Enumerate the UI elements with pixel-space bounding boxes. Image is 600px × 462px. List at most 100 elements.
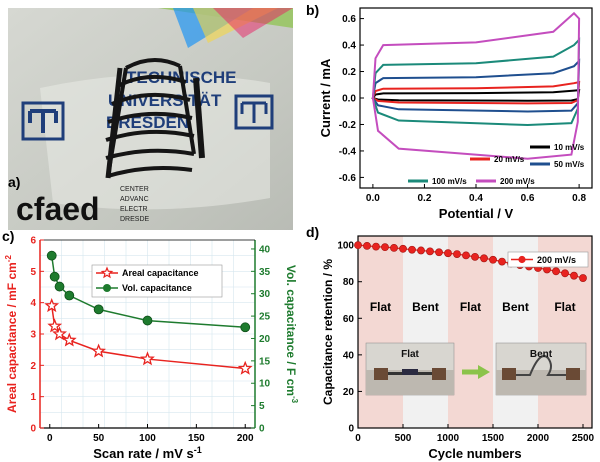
color-fan-logo bbox=[158, 8, 293, 48]
band-label-3: Bent bbox=[502, 300, 529, 314]
data-point-retention bbox=[552, 267, 560, 276]
legend-marker-vol bbox=[103, 284, 111, 292]
data-point-retention bbox=[462, 251, 470, 260]
legend-label-b: 50 mV/s bbox=[554, 160, 585, 169]
cv-loop-200-mV-s bbox=[371, 11, 581, 160]
y-tick-label-d: 0 bbox=[348, 424, 354, 435]
cv-loop-10-mV-s bbox=[371, 88, 581, 102]
data-point-retention bbox=[516, 261, 524, 269]
panel-label-a: a) bbox=[8, 174, 21, 190]
inset-bent-label: Bent bbox=[530, 349, 553, 360]
data-point-retention bbox=[507, 259, 515, 268]
x-tick-label-c: 200 bbox=[237, 433, 254, 444]
data-point-retention bbox=[390, 243, 398, 252]
legend-box-c bbox=[91, 264, 223, 298]
x-tick-label-d: 1500 bbox=[482, 433, 505, 444]
interdigitated-electrodes bbox=[105, 58, 205, 179]
data-point-retention bbox=[480, 254, 488, 263]
y-axis-label-b: Current / mA bbox=[318, 58, 333, 137]
data-point-vol bbox=[93, 304, 104, 315]
data-point-vol bbox=[54, 281, 65, 292]
y-tick-label-b: -0.4 bbox=[339, 146, 357, 157]
x-tick-label-d: 2500 bbox=[572, 433, 595, 444]
y-tick-label-b: 0.0 bbox=[342, 94, 356, 105]
x-tick-label-d: 1000 bbox=[437, 433, 460, 444]
legend-marker-d bbox=[518, 255, 526, 264]
y-tick-label-right-c: 0 bbox=[259, 424, 265, 435]
data-point-retention bbox=[435, 248, 443, 257]
series-line-retention bbox=[357, 244, 584, 279]
data-point-areal bbox=[44, 298, 60, 313]
data-point-retention bbox=[399, 244, 407, 253]
data-point-retention bbox=[354, 241, 362, 250]
data-point-retention bbox=[471, 252, 479, 261]
x-tick-label-c: 0 bbox=[47, 433, 53, 444]
data-point-retention bbox=[489, 255, 497, 264]
data-point-retention bbox=[444, 249, 452, 258]
data-point-vol bbox=[46, 250, 57, 261]
y-axis-label-right-c-sup: -3 bbox=[290, 396, 299, 404]
y-tick-label-b: -0.2 bbox=[339, 120, 357, 131]
y-tick-label-right-c: 5 bbox=[259, 401, 265, 412]
photo-side-text-3: ELECTR bbox=[120, 206, 148, 213]
data-point-retention bbox=[561, 269, 569, 278]
x-tick-label-d: 500 bbox=[395, 433, 412, 444]
y-tick-label-b: 0.4 bbox=[342, 41, 356, 52]
band-3 bbox=[493, 236, 538, 428]
x-tick-label-d: 0 bbox=[355, 433, 361, 444]
y-tick-label-d: 100 bbox=[337, 241, 354, 252]
y-axis-label-left-c: Areal capacitance / mF cm-2 bbox=[4, 255, 19, 413]
cv-loop-20-mV-s bbox=[371, 80, 581, 105]
data-point-vol bbox=[142, 315, 153, 326]
y-tick-label-d: 80 bbox=[343, 277, 355, 288]
data-point-areal bbox=[140, 351, 155, 366]
x-axis-label-d: Cycle numbers bbox=[428, 446, 521, 461]
x-tick-label-d: 2000 bbox=[527, 433, 550, 444]
photo-side-text-4: DRESDE bbox=[120, 216, 150, 223]
transparent-substrate bbox=[40, 74, 270, 210]
data-point-retention bbox=[525, 262, 533, 271]
data-point-retention bbox=[570, 271, 578, 280]
cv-loop-50-mV-s bbox=[371, 58, 581, 113]
x-tick-label-c: 100 bbox=[139, 433, 156, 444]
x-axis-label-b: Potential / V bbox=[439, 206, 514, 221]
legend-box-d bbox=[507, 251, 589, 268]
tud-logo-right bbox=[234, 94, 274, 130]
legend-label-b: 10 mV/s bbox=[554, 143, 585, 152]
plot-frame-d bbox=[357, 235, 593, 429]
cfaed-logo: cfaed bbox=[16, 191, 100, 227]
data-point-retention bbox=[579, 274, 587, 282]
inset-flat-photo: Flat bbox=[365, 342, 455, 396]
legend-label-areal: Areal capacitance bbox=[122, 268, 199, 278]
y-tick-label-left-c: 3 bbox=[30, 330, 36, 341]
data-point-retention bbox=[534, 264, 542, 272]
data-point-vol bbox=[49, 271, 60, 282]
band-2 bbox=[448, 236, 493, 428]
panel-label-b: b) bbox=[306, 2, 320, 18]
inset-bent-photo: Bent bbox=[495, 342, 587, 396]
y-tick-label-d: 60 bbox=[343, 314, 355, 325]
x-axis-label-c-sup: -1 bbox=[194, 445, 202, 455]
y-tick-label-left-c: 6 bbox=[30, 236, 36, 247]
y-tick-label-right-c: 10 bbox=[259, 379, 271, 390]
y-axis-label-right-c-main: Vol. capacitance / F cm bbox=[284, 265, 298, 396]
y-tick-label-left-c: 5 bbox=[30, 267, 36, 278]
cv-loop-100-mV-s bbox=[371, 37, 581, 127]
y-tick-label-b: 0.2 bbox=[342, 67, 356, 78]
legend-label-b: 200 mV/s bbox=[500, 177, 535, 186]
y-axis-label-left-c-sup: -2 bbox=[4, 255, 13, 263]
photo-flexible-device: TECHNISCHE UNIVERSITÄT DRESDEN cfaed CEN… bbox=[8, 8, 293, 230]
x-tick-label-b: 0.2 bbox=[417, 193, 431, 204]
data-point-retention bbox=[453, 250, 461, 259]
y-tick-label-right-c: 15 bbox=[259, 356, 271, 367]
x-axis-label-c: Scan rate / mV s-1 bbox=[93, 445, 201, 461]
data-point-vol bbox=[64, 290, 75, 301]
band-label-2: Flat bbox=[460, 300, 481, 314]
x-tick-label-c: 150 bbox=[188, 433, 205, 444]
y-tick-label-left-c: 0 bbox=[30, 424, 36, 435]
data-point-retention bbox=[408, 245, 416, 254]
x-tick-label-b: 0.8 bbox=[572, 193, 586, 204]
y-axis-label-d: Capacitance retention / % bbox=[321, 259, 335, 405]
data-point-retention bbox=[426, 247, 434, 256]
